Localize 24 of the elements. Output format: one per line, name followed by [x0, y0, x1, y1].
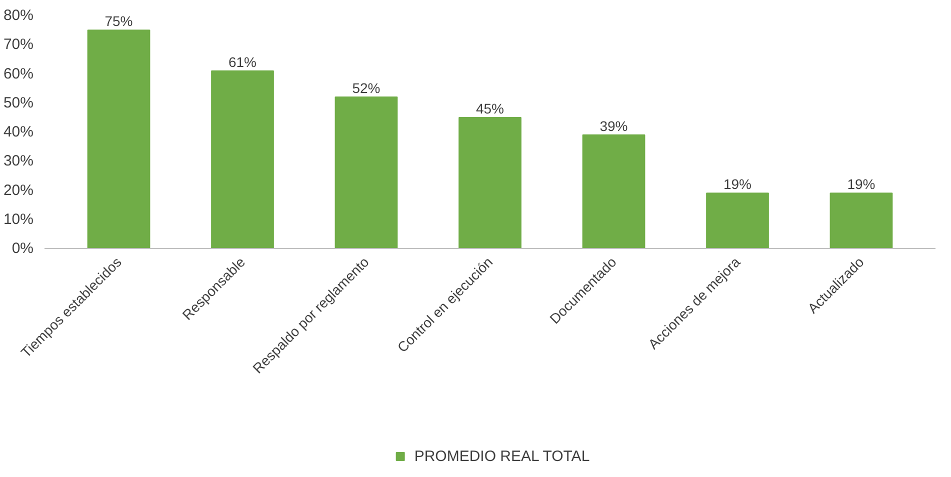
- bar: [334, 96, 398, 248]
- y-tick-label: 50%: [3, 94, 34, 112]
- bar: [582, 134, 646, 248]
- bar: [706, 192, 769, 248]
- bar: [830, 192, 893, 248]
- y-tick-label: 0%: [12, 240, 34, 257]
- legend-label: PROMEDIO REAL TOTAL: [414, 448, 590, 464]
- text: 61%: [228, 54, 257, 70]
- y-tick-label: 40%: [3, 124, 34, 140]
- text: 19%: [847, 176, 876, 192]
- y-tick-label: 80%: [3, 7, 34, 24]
- y-tick-label: 60%: [3, 65, 34, 82]
- text: 19%: [723, 176, 752, 192]
- text: 45%: [476, 100, 504, 116]
- bar: [211, 70, 274, 248]
- text: 75%: [104, 13, 133, 30]
- bar: [458, 116, 522, 248]
- y-tick-label: 10%: [3, 210, 34, 228]
- text: 39%: [600, 118, 628, 134]
- bar: [87, 30, 150, 248]
- text: 52%: [352, 80, 380, 96]
- y-tick-label: 70%: [3, 36, 34, 54]
- y-tick-label: 30%: [3, 152, 34, 170]
- y-tick-label: 20%: [3, 182, 34, 199]
